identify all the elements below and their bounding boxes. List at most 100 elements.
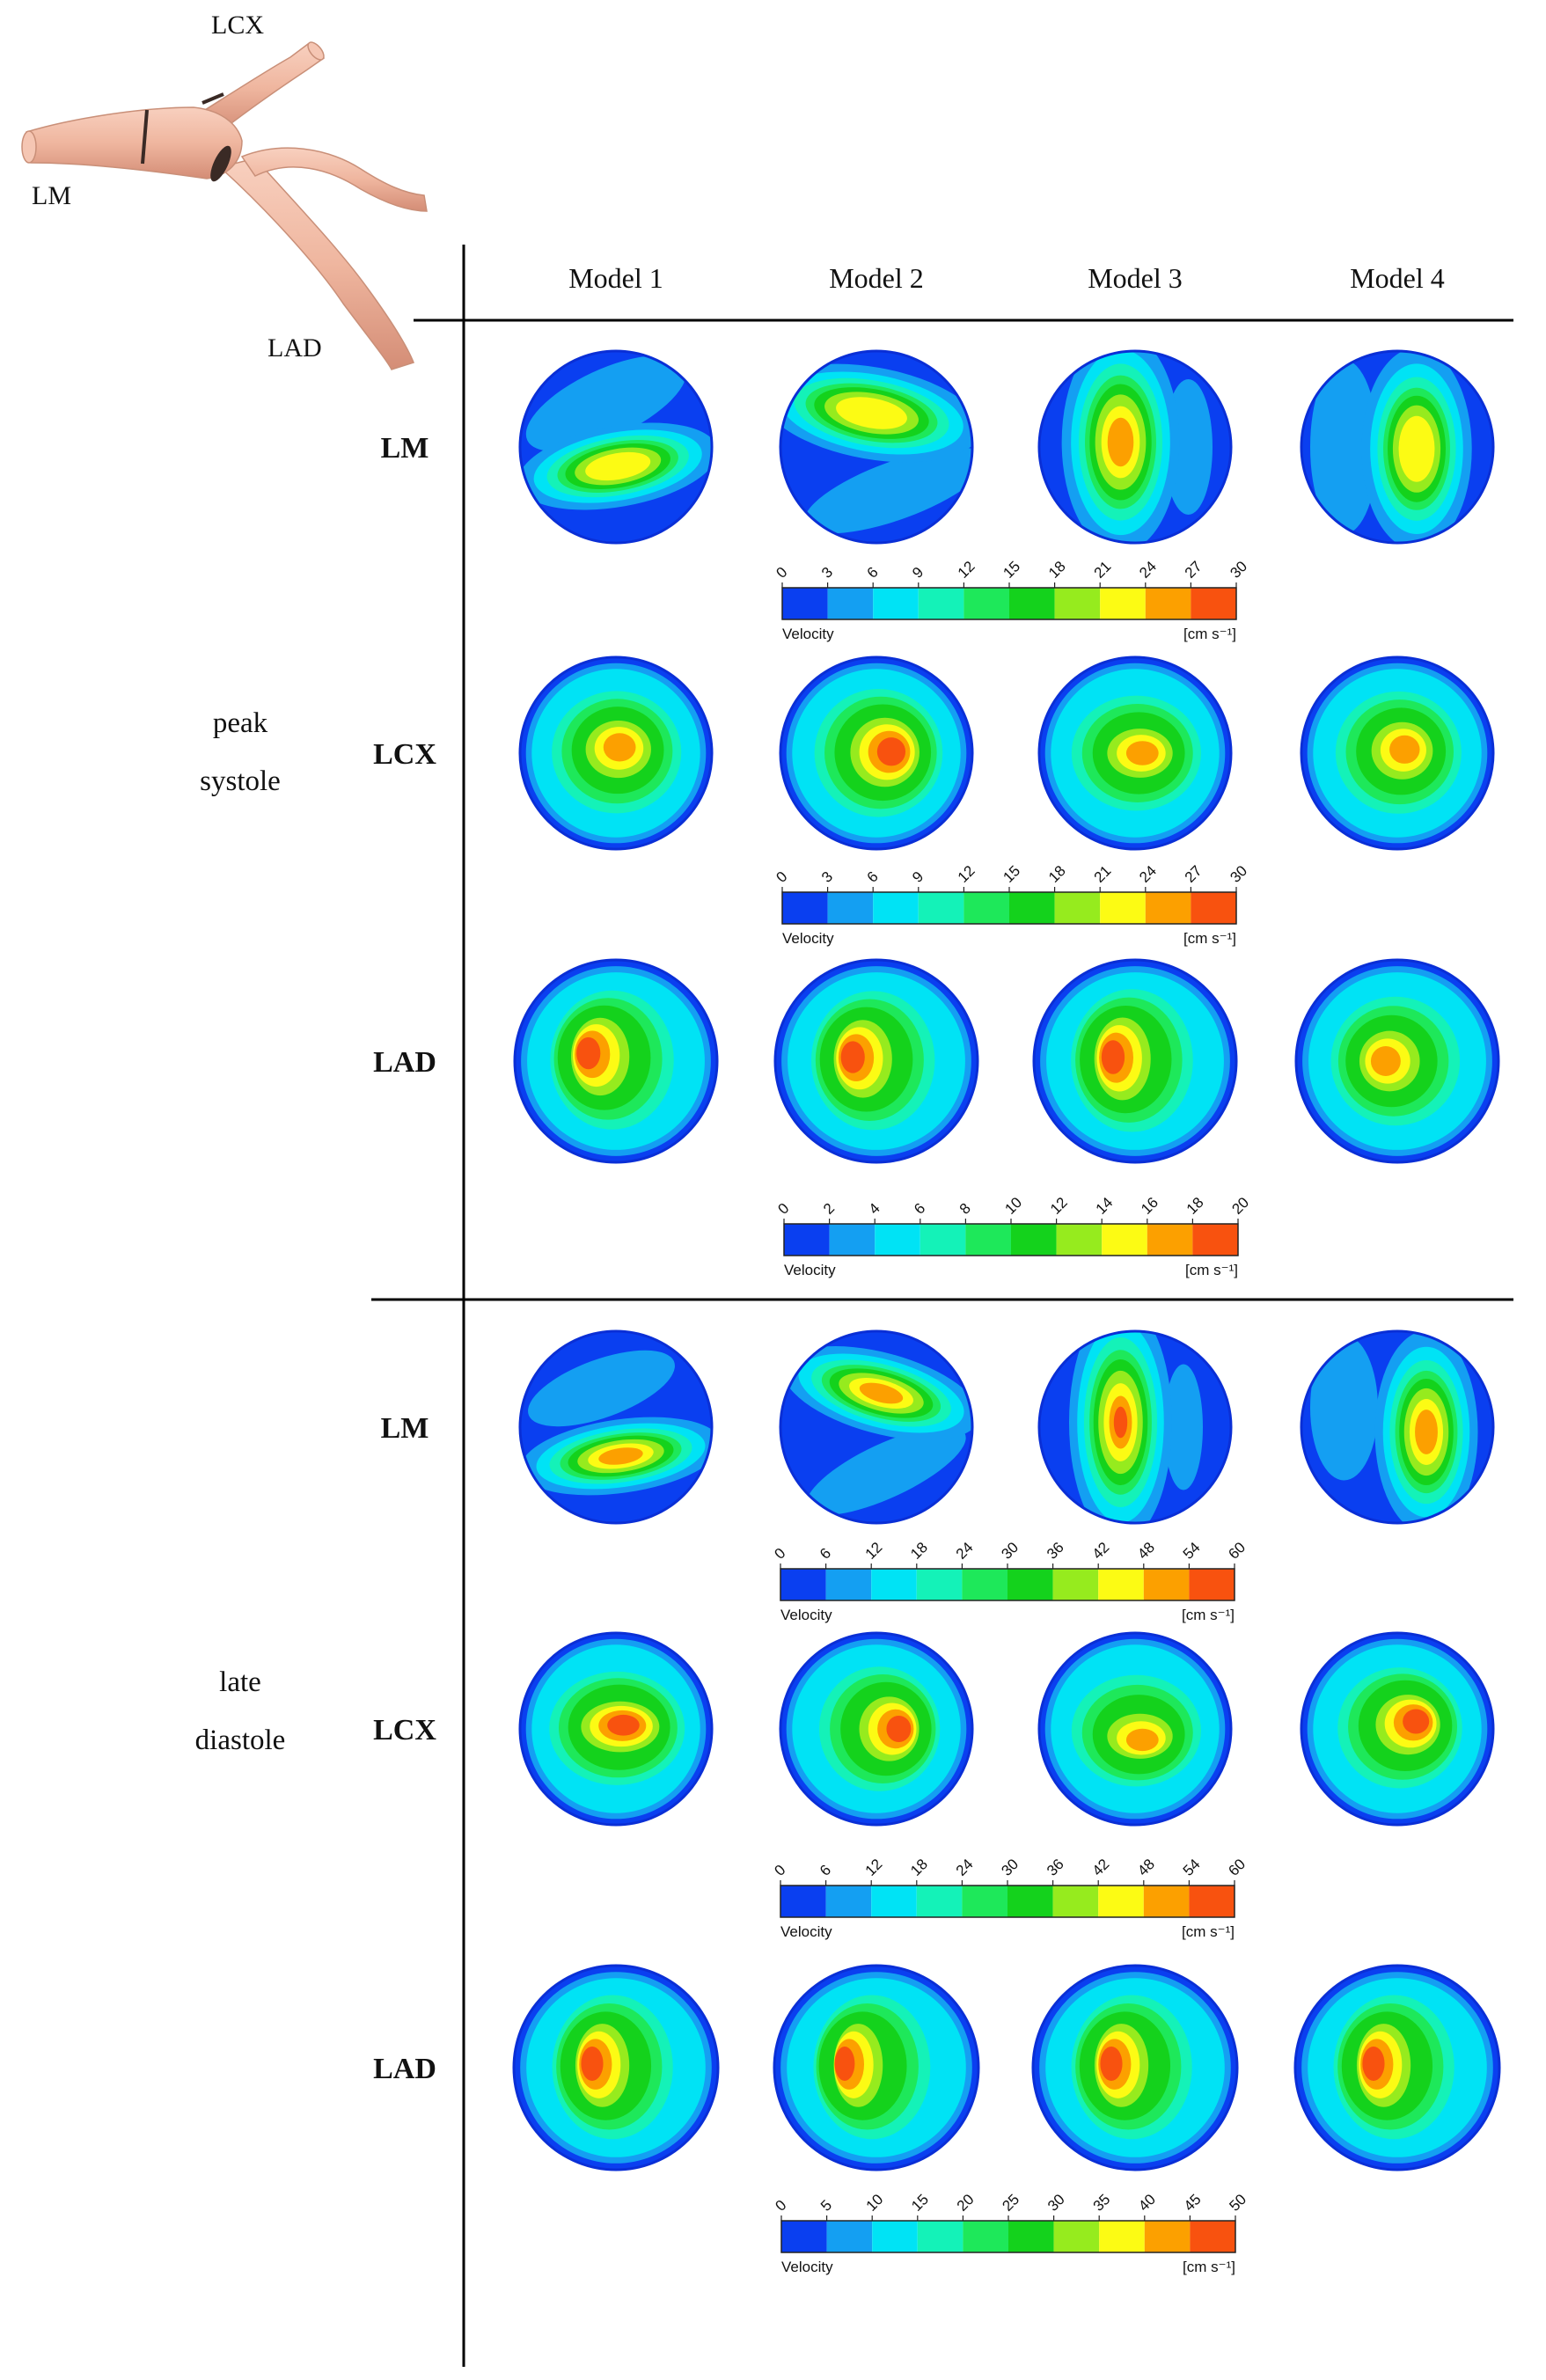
colorbar-segment [782, 892, 828, 924]
lcx-outlet [307, 41, 325, 61]
colorbar-tick-label: 10 [1001, 1194, 1025, 1218]
contour-level-9 [1113, 1406, 1128, 1439]
contour-level-9 [886, 1715, 912, 1743]
colorbar-tick-label: 3 [818, 564, 836, 582]
phase-label-peak-systole-line-2: systole [200, 765, 281, 797]
colorbar-tick-label: 54 [1180, 1539, 1204, 1563]
contour-disk-late-diastole-lcx-model-1 [518, 1631, 714, 1827]
colorbar-tick-label: 12 [1047, 1194, 1071, 1218]
colorbar-segment [1053, 2221, 1100, 2252]
contour-disk-peak-systole-lad-model-4 [1294, 958, 1500, 1164]
vessel-wall-outline [1037, 1329, 1233, 1525]
contour-level-8 [1415, 1410, 1438, 1454]
colorbar-segment [1098, 1569, 1144, 1600]
colorbar-tick-label: 16 [1138, 1194, 1161, 1218]
vessel-wall-outline [518, 349, 714, 545]
row-label-peak-systole-lcx: LCX [373, 738, 436, 771]
contour-disk-peak-systole-lad-model-1 [513, 958, 719, 1164]
colorbar-tick-label: 30 [1227, 558, 1250, 582]
contour-level-9 [840, 1041, 865, 1073]
contour-level-9 [1403, 1709, 1430, 1734]
colorbar-tick-label: 15 [1000, 862, 1023, 886]
colorbar-segment [871, 1569, 917, 1600]
anatomy-label-lcx: LCX [211, 11, 264, 40]
colorbar-tick-label: 2 [820, 1200, 838, 1218]
colorbar-segment [872, 2221, 918, 2252]
row-label-late-diastole-lad: LAD [373, 2053, 436, 2085]
lm-vessel [26, 106, 243, 179]
colorbar-segment [871, 1886, 917, 1917]
colorbar-tick-label: 24 [953, 1856, 977, 1879]
colorbar-segment [1102, 1224, 1147, 1256]
vessel-wall-outline [1032, 958, 1238, 1164]
colorbar-tick-label: 3 [818, 868, 836, 886]
row-label-peak-systole-lm: LM [381, 432, 429, 465]
colorbar-tick-label: 15 [1000, 558, 1023, 582]
colorbar-segment [1147, 1224, 1193, 1256]
colorbar-unit-label: [cm s⁻¹] [1183, 626, 1236, 642]
lcx-cut-line [201, 92, 224, 105]
colorbar-segment [1052, 1886, 1099, 1917]
contour-disk-late-diastole-lad-model-1 [512, 1964, 720, 2171]
contour-disk-late-diastole-lad-model-3 [1031, 1964, 1239, 2171]
colorbar-tick-label: 36 [1044, 1539, 1067, 1563]
colorbar-tick-label: 0 [773, 564, 790, 582]
colorbar-tick-label: 36 [1044, 1856, 1067, 1879]
colorbar-tick-label: 40 [1135, 2191, 1159, 2215]
contour-disk-late-diastole-lad-model-2 [773, 1964, 980, 2171]
colorbar-segment [875, 1224, 920, 1256]
colorbar-segment [965, 1224, 1011, 1256]
vessel-wall-outline [1300, 349, 1495, 545]
contour-disk-peak-systole-lm-model-4 [1300, 349, 1495, 545]
anatomy-label-lm: LM [32, 181, 71, 210]
contour-level-8 [603, 733, 636, 762]
colorbar-tick-label: 8 [956, 1200, 974, 1218]
vessel-wall-outline [1300, 1631, 1495, 1827]
colorbar-segment [1054, 892, 1101, 924]
colorbar-segment [1007, 1569, 1053, 1600]
colorbar-tick-label: 30 [998, 1856, 1022, 1879]
contour-secondary-flow [525, 355, 687, 451]
colorbar-segment [1145, 588, 1191, 619]
colorbar-segment [781, 2221, 827, 2252]
colorbar-segment [782, 588, 828, 619]
colorbar-segment [918, 892, 964, 924]
vessel-wall-outline [513, 958, 719, 1164]
colorbar-segment [827, 588, 874, 619]
colorbar-segment [1052, 1569, 1099, 1600]
row-label-late-diastole-lm: LM [381, 1412, 429, 1445]
contour-disk-late-diastole-lcx-model-2 [779, 1631, 974, 1827]
vessel-wall-outline [773, 958, 979, 1164]
contour-disk-peak-systole-lm-model-1 [518, 349, 714, 545]
colorbar-segment [962, 1569, 1007, 1600]
colorbar-segment [1007, 1886, 1053, 1917]
colorbar-segment [873, 588, 919, 619]
colorbar-6: 0 5 10 15 20 25 30 35 40 45 50 Velocity [cm s⁻¹] [772, 2191, 1249, 2275]
contour-level-9 [1101, 1040, 1125, 1074]
lad-cut-section [210, 145, 231, 182]
contour-level-8 [1125, 1728, 1159, 1752]
colorbar-tick-label: 24 [1136, 558, 1160, 582]
colorbar-tick-label: 0 [774, 1200, 792, 1218]
vessel-wall-outline [779, 349, 974, 545]
contour-disk-late-diastole-lm-model-2 [779, 1329, 974, 1525]
colorbar-segment [1189, 1569, 1235, 1600]
contour-level-8 [1370, 1046, 1401, 1076]
colorbar-segment [825, 1886, 872, 1917]
colorbar-5: 0 6 12 18 24 30 36 42 48 54 60 Velocity [cm s⁻¹] [771, 1856, 1249, 1940]
colorbar-tick-label: 18 [907, 1856, 931, 1879]
vessel-wall-outline [779, 655, 974, 851]
colorbar-tick-label: 42 [1089, 1539, 1113, 1563]
colorbar-segment [1191, 892, 1236, 924]
colorbar-segment [1192, 1224, 1238, 1256]
column-header-1: Model 1 [568, 262, 663, 294]
colorbar-tick-label: 6 [817, 1862, 834, 1879]
colorbar-tick-label: 0 [772, 2197, 789, 2215]
colorbar-tick-label: 5 [817, 2197, 835, 2215]
colorbar-segment [1144, 2221, 1191, 2252]
contour-level-7 [585, 451, 651, 481]
colorbar-tick-label: 20 [954, 2191, 978, 2215]
colorbar-tick-label: 30 [1227, 862, 1250, 886]
colorbar-unit-label: [cm s⁻¹] [1183, 2259, 1235, 2275]
vessel-wall-outline [518, 1631, 714, 1827]
